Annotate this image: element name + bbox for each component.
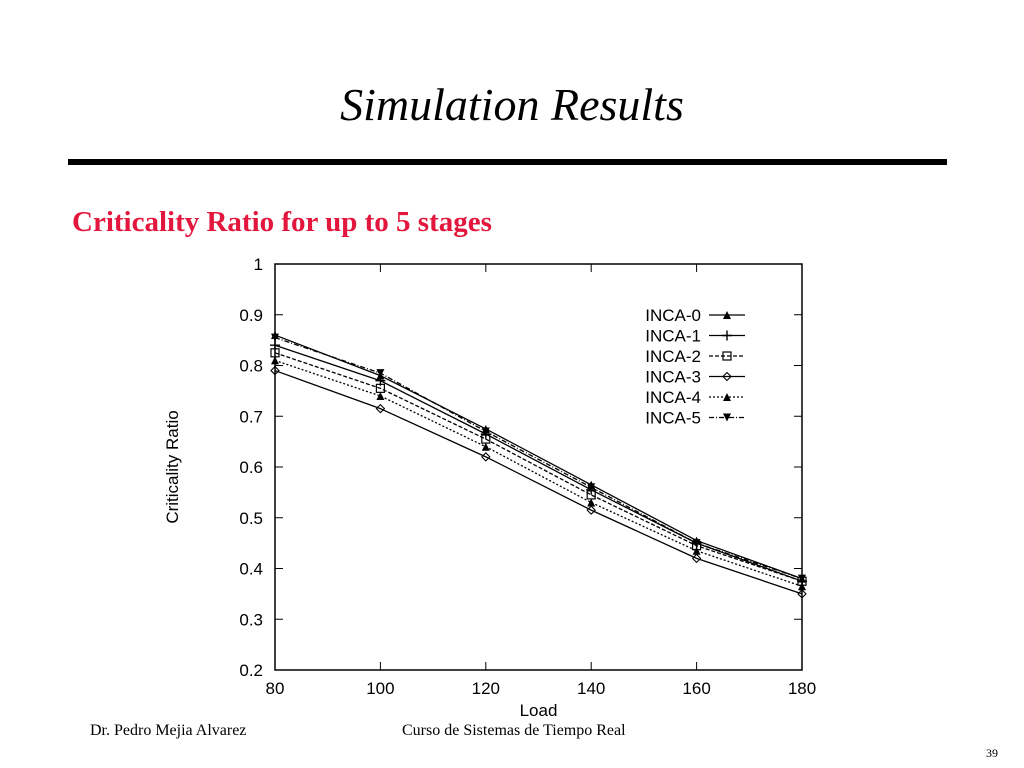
y-tick-label: 0.7 <box>239 407 263 426</box>
series-line <box>274 336 803 580</box>
x-tick-label: 120 <box>472 679 500 698</box>
data-point <box>481 452 491 462</box>
data-point <box>798 574 806 583</box>
series-inca-3 <box>270 365 807 599</box>
series-line <box>274 344 803 582</box>
data-point <box>481 427 490 436</box>
y-tick-label: 0.5 <box>239 509 263 528</box>
legend-marker <box>723 393 731 401</box>
footer-author: Dr. Pedro Mejia Alvarez <box>90 722 247 739</box>
slide-title: Simulation Results <box>340 79 684 130</box>
y-axis-label: Criticality Ratio <box>163 410 182 523</box>
series-line <box>274 369 803 595</box>
x-tick-label: 160 <box>682 679 710 698</box>
data-point <box>797 589 807 599</box>
legend-marker <box>722 330 732 341</box>
x-tick-label: 100 <box>366 679 394 698</box>
y-tick-label: 0.8 <box>239 357 263 376</box>
data-point <box>376 391 385 400</box>
footer-course: Curso de Sistemas de Tiempo Real <box>402 722 626 739</box>
y-tick-label: 0.2 <box>239 661 263 680</box>
data-point <box>692 546 701 555</box>
data-point <box>692 539 701 548</box>
title-divider <box>68 159 947 165</box>
legend-label: INCA-0 <box>645 306 701 325</box>
legend-label: INCA-5 <box>645 409 701 428</box>
series-inca-4 <box>271 356 806 591</box>
x-tick-label: 80 <box>266 679 285 698</box>
data-point <box>271 333 279 342</box>
page-number: 39 <box>986 746 998 760</box>
legend-marker <box>722 351 732 361</box>
data-point <box>798 582 806 591</box>
data-point <box>481 442 490 451</box>
legend-label: INCA-4 <box>645 388 701 407</box>
plot-area <box>274 263 803 671</box>
x-tick-label: 180 <box>788 679 816 698</box>
legend-label: INCA-1 <box>645 327 701 346</box>
data-point <box>271 356 279 365</box>
slide-subtitle: Criticality Ratio for up to 5 stages <box>72 206 492 238</box>
y-tick-label: 0.6 <box>239 458 263 477</box>
legend-marker <box>722 371 732 382</box>
legend-marker <box>723 311 731 319</box>
data-point <box>587 483 596 492</box>
data-point <box>270 365 280 376</box>
x-axis-label: Load <box>520 701 558 720</box>
legend-label: INCA-3 <box>645 368 701 387</box>
series-line <box>274 334 803 580</box>
series-line <box>274 352 803 582</box>
data-point <box>375 403 386 414</box>
series-inca-5 <box>271 333 806 583</box>
data-point <box>586 505 596 515</box>
y-tick-label: 0.4 <box>239 560 263 579</box>
data-point <box>376 369 385 378</box>
data-point <box>691 553 702 564</box>
x-tick-label: 140 <box>577 679 605 698</box>
legend-label: INCA-2 <box>645 347 701 366</box>
series-inca-2 <box>270 348 807 586</box>
legend-marker <box>723 413 731 422</box>
series-inca-0 <box>271 331 806 583</box>
series-line <box>274 359 803 587</box>
y-tick-label: 1 <box>254 255 263 274</box>
y-tick-label: 0.9 <box>239 306 263 325</box>
data-point <box>587 498 596 507</box>
y-tick-label: 0.3 <box>239 610 263 629</box>
